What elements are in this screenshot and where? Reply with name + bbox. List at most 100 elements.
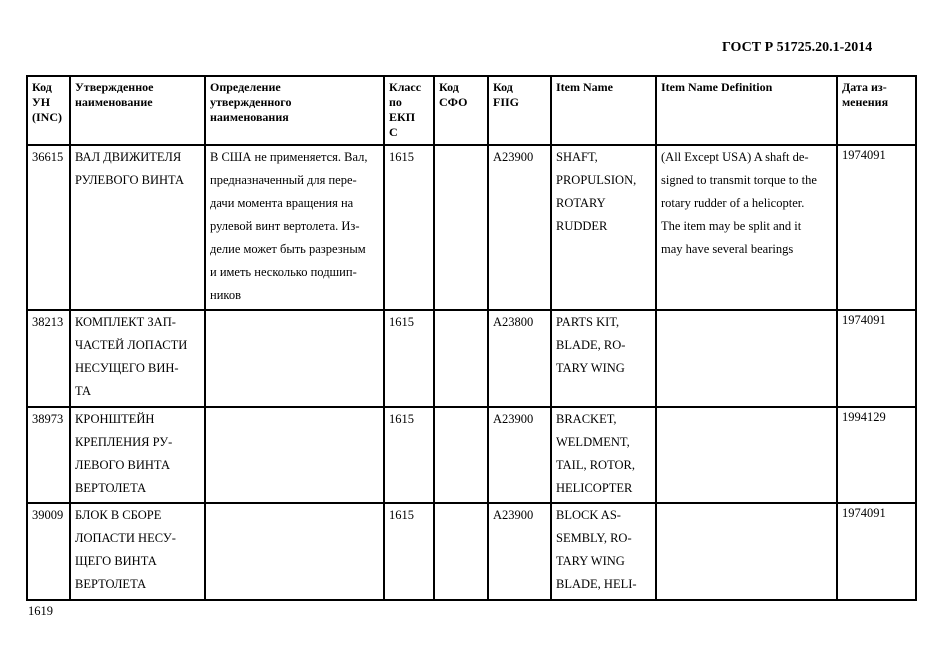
cell-text: TAIL, ROTOR, <box>556 458 635 472</box>
cell-text: и иметь несколько подшип- <box>210 265 357 279</box>
cell-text: PROPULSION, <box>556 173 637 187</box>
header-text: Item Name <box>556 80 613 94</box>
cell-text: BRACKET, <box>556 412 617 426</box>
cell-text: дачи момента вращения на <box>210 196 354 210</box>
column-header-date: Дата из-менения <box>836 75 917 146</box>
cell-definition <box>204 502 385 601</box>
cell-ekps: 1615 <box>383 144 435 311</box>
cell-text: ВЕРТОЛЕТА <box>75 577 147 591</box>
table-row: 38973 КРОНШТЕЙН КРЕПЛЕНИЯ РУ- ЛЕВОГО ВИНТА В… <box>26 406 917 504</box>
cell-text: SEMBLY, RO- <box>556 531 632 545</box>
cell-text: 1615 <box>389 412 414 426</box>
cell-text: КОМПЛЕКТ ЗАП- <box>75 315 176 329</box>
cell-text: ЩЕГО ВИНТА <box>75 554 157 568</box>
cell-text: ЛОПАСТИ НЕСУ- <box>75 531 176 545</box>
cell-text: РУЛЕВОГО ВИНТА <box>75 173 185 187</box>
cell-date: 1994129 <box>836 406 917 504</box>
cell-text: PARTS KIT, <box>556 315 620 329</box>
cell-item-name: BRACKET, WELDMENT, TAIL, ROTOR, HELICOPTER <box>550 406 657 504</box>
cell-text: may have several bearings <box>661 242 794 256</box>
column-header-item-def: Item Name Definition <box>655 75 838 146</box>
cell-text: A23800 <box>493 315 534 329</box>
column-header-item-name: Item Name <box>550 75 657 146</box>
cell-inc: 36615 <box>26 144 71 311</box>
cell-item-name: PARTS KIT, BLADE, RO- TARY WING <box>550 309 657 408</box>
cell-text: WELDMENT, <box>556 435 630 449</box>
cell-text: ТА <box>75 384 92 398</box>
cell-text: The item may be split and it <box>661 219 802 233</box>
cell-name: КОМПЛЕКТ ЗАП- ЧАСТЕЙ ЛОПАСТИ НЕСУЩЕГО ВИН-… <box>69 309 206 408</box>
header-text: утвержденного <box>210 95 292 109</box>
cell-text: A23900 <box>493 412 534 426</box>
header-text: наименования <box>210 110 289 124</box>
header-text: ЕКП <box>389 110 416 124</box>
cell-text: ЛЕВОГО ВИНТА <box>75 458 170 472</box>
cell-name: ВАЛ ДВИЖИТЕЛЯ РУЛЕВОГО ВИНТА <box>69 144 206 311</box>
cell-text: 1994129 <box>842 410 886 424</box>
cell-inc: 38213 <box>26 309 71 408</box>
cell-text: В США не применяется. Вал, <box>210 150 368 164</box>
catalog-table: Код УН (INC) Утвержденное наименование Опреде… <box>26 75 917 601</box>
cell-text: рулевой винт вертолета. Из- <box>210 219 360 233</box>
cell-text: A23900 <box>493 150 534 164</box>
cell-text: 1615 <box>389 315 414 329</box>
cell-text: ВЕРТОЛЕТА <box>75 481 147 495</box>
column-header-sfo: Код СФО <box>433 75 489 146</box>
cell-text: 38973 <box>32 412 64 426</box>
column-header-ekps: Класс по ЕКП С <box>383 75 435 146</box>
header-text: Определение <box>210 80 281 94</box>
cell-item-name: SHAFT, PROPULSION, ROTARY RUDDER <box>550 144 657 311</box>
cell-definition <box>204 406 385 504</box>
cell-item-def <box>655 406 838 504</box>
header-text: Дата из- <box>842 80 887 94</box>
header-text: Код <box>493 80 513 94</box>
cell-text: 1615 <box>389 150 414 164</box>
header-text: Код <box>32 80 52 94</box>
cell-text: предназначенный для пере- <box>210 173 357 187</box>
cell-text: 38213 <box>32 315 64 329</box>
header-text: менения <box>842 95 889 109</box>
cell-fiig: A23900 <box>487 144 552 311</box>
column-header-fiig: Код FIIG <box>487 75 552 146</box>
cell-ekps: 1615 <box>383 502 435 601</box>
cell-fiig: A23900 <box>487 406 552 504</box>
cell-text: 39009 <box>32 508 64 522</box>
cell-text: BLADE, HELI- <box>556 577 637 591</box>
table-row: 39009 БЛОК В СБОРЕ ЛОПАСТИ НЕСУ- ЩЕГО ВИНТА… <box>26 502 917 601</box>
cell-text: HELICOPTER <box>556 481 633 495</box>
cell-text: BLADE, RO- <box>556 338 626 352</box>
cell-fiig: A23800 <box>487 309 552 408</box>
cell-text: БЛОК В СБОРЕ <box>75 508 162 522</box>
cell-text: 1974091 <box>842 313 886 327</box>
cell-text: НЕСУЩЕГО ВИН- <box>75 361 179 375</box>
cell-text: 1615 <box>389 508 414 522</box>
cell-text: КРОНШТЕЙН <box>75 412 155 426</box>
cell-text: ников <box>210 288 241 302</box>
cell-text: 36615 <box>32 150 64 164</box>
table-row: 38213 КОМПЛЕКТ ЗАП- ЧАСТЕЙ ЛОПАСТИ НЕСУЩЕГО… <box>26 309 917 408</box>
table-row: 36615 ВАЛ ДВИЖИТЕЛЯ РУЛЕВОГО ВИНТА В США не… <box>26 144 917 311</box>
cell-item-name: BLOCK AS- SEMBLY, RO- TARY WING BLADE, HELI… <box>550 502 657 601</box>
table-header-row: Код УН (INC) Утвержденное наименование Опреде… <box>26 75 917 146</box>
cell-sfo <box>433 309 489 408</box>
cell-text: ROTARY <box>556 196 606 210</box>
cell-text: КРЕПЛЕНИЯ РУ- <box>75 435 173 449</box>
cell-text: signed to transmit torque to the <box>661 173 817 187</box>
document-code: ГОСТ Р 51725.20.1-2014 <box>722 40 873 55</box>
cell-item-def <box>655 502 838 601</box>
header-text: FIIG <box>493 95 520 109</box>
cell-ekps: 1615 <box>383 406 435 504</box>
cell-text: делие может быть разрезным <box>210 242 366 256</box>
cell-text: 1974091 <box>842 506 886 520</box>
header-text: Утвержденное <box>75 80 154 94</box>
header-text: по <box>389 95 402 109</box>
cell-text: TARY WING <box>556 554 625 568</box>
cell-inc: 39009 <box>26 502 71 601</box>
cell-sfo <box>433 406 489 504</box>
header-text: Item Name Definition <box>661 80 773 94</box>
cell-date: 1974091 <box>836 309 917 408</box>
cell-date: 1974091 <box>836 502 917 601</box>
cell-text: BLOCK AS- <box>556 508 621 522</box>
header-text: СФО <box>439 95 468 109</box>
cell-date: 1974091 <box>836 144 917 311</box>
